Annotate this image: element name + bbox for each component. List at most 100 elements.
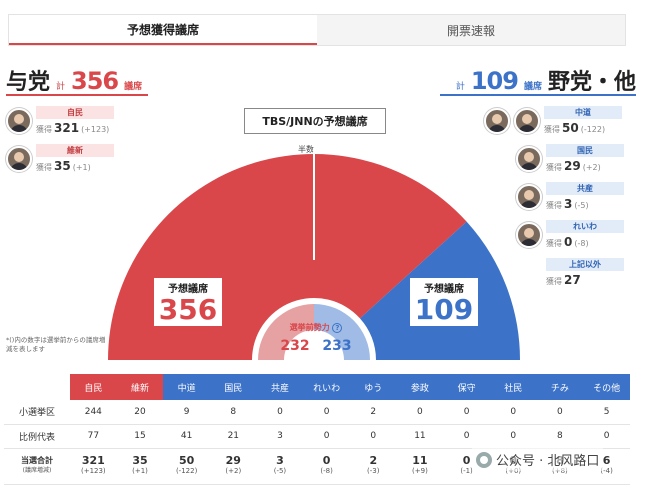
- table-cell: 11: [396, 424, 444, 449]
- opposition-unit: 議席: [523, 82, 542, 92]
- table-cell: 0: [396, 400, 444, 425]
- government-seat-value: 356: [158, 292, 218, 326]
- opposition-total-seats: 109: [470, 67, 519, 95]
- opposition-underline: [440, 94, 636, 96]
- wechat-icon: [476, 451, 492, 468]
- table-cell: 0: [303, 400, 350, 425]
- table-corner: [4, 374, 70, 400]
- government-seat-label: 予想議席: [168, 283, 208, 295]
- row-label: 比例代表: [4, 424, 70, 449]
- row-label: 小選挙区: [4, 400, 70, 425]
- column-header: 中道: [163, 374, 210, 400]
- table-cell: 0: [256, 400, 304, 425]
- table-cell: 15: [116, 424, 164, 449]
- column-header: 保守: [443, 374, 490, 400]
- party-card-ishin[interactable]: 維新 獲得 35 (+1): [6, 144, 114, 173]
- table-cell: 5: [583, 400, 630, 425]
- government-kei: 計: [56, 82, 66, 92]
- table-cell: 244: [70, 400, 117, 425]
- watermark: 公众号 · 北风路口: [472, 448, 604, 471]
- column-header: 共産: [256, 374, 304, 400]
- table-cell: 0: [349, 424, 397, 449]
- tab-bar: 予想獲得議席 開票速報: [8, 14, 626, 46]
- table-cell: 20: [116, 400, 164, 425]
- previous-opposition-value: 233: [322, 338, 352, 354]
- column-header: その他: [583, 374, 630, 400]
- government-total-seats: 356: [71, 67, 119, 95]
- total-cell: 0 (-8): [303, 448, 350, 485]
- table-cell: 0: [583, 424, 630, 449]
- party-card-ldp[interactable]: 自民 獲得 321 (+123): [6, 106, 114, 135]
- table-cell: 41: [163, 424, 210, 449]
- previous-strength-label: 選挙前勢力 ?: [280, 322, 352, 333]
- party-name: 上記以外: [546, 258, 624, 271]
- table-cell: 8: [536, 424, 584, 449]
- table-header-row: 自民 維新 中道 国民 共産 れいわ ゆう 参政 保守 社民 チみ その他: [4, 374, 630, 400]
- party-name: 中道: [544, 106, 622, 119]
- previous-government-value: 232: [280, 338, 310, 354]
- total-cell: 3 (-5): [256, 448, 304, 485]
- column-header: 自民: [70, 374, 117, 400]
- total-cell: 2 (-3): [349, 448, 397, 485]
- table-cell: 77: [70, 424, 117, 449]
- party-card-others[interactable]: 上記以外 獲得 27: [546, 258, 624, 287]
- opposition-seat-label: 予想議席: [424, 283, 464, 295]
- opposition-seat-box: 予想議席 109: [408, 276, 480, 328]
- avatar: [6, 145, 32, 172]
- party-name: 共産: [546, 182, 624, 195]
- half-line-label: 半数: [298, 145, 314, 154]
- avatar: [516, 145, 542, 172]
- party-seats: 獲得 3 (-5): [546, 197, 589, 211]
- total-cell: 11 (+9): [396, 448, 444, 485]
- government-title: 与党: [6, 70, 51, 95]
- prediction-source-label: TBS/JNNの予想議席: [244, 108, 386, 134]
- results-table: 自民 維新 中道 国民 共産 れいわ ゆう 参政 保守 社民 チみ その他 小選挙区 244 20 9 8 0 0…: [4, 374, 630, 485]
- tab-predicted-seats[interactable]: 予想獲得議席: [9, 15, 317, 45]
- party-seats: 獲得 50 (-122): [544, 121, 606, 135]
- table-cell: 0: [536, 400, 584, 425]
- avatar: [516, 183, 542, 210]
- opposition-kei: 計: [455, 82, 465, 92]
- total-cell: 29 (+2): [209, 448, 257, 485]
- tab-live-results[interactable]: 開票速報: [317, 15, 625, 45]
- table-cell: 0: [443, 400, 490, 425]
- table-cell: 2: [349, 400, 397, 425]
- column-header: 社民: [489, 374, 537, 400]
- party-name: 自民: [36, 106, 114, 119]
- total-cell: 321 (+123): [70, 448, 117, 485]
- opposition-total: 計 109 議席 野党・他: [456, 64, 636, 96]
- previous-government-arc: [258, 304, 314, 360]
- table-cell: 8: [209, 400, 257, 425]
- column-header: ゆう: [349, 374, 397, 400]
- opposition-title: 野党・他: [547, 70, 636, 95]
- table-row: 比例代表 77 15 41 21 3 0 0 11 0 0 8 0: [4, 424, 630, 449]
- party-seats: 獲得 29 (+2): [546, 159, 601, 173]
- column-header: れいわ: [303, 374, 350, 400]
- column-header: 維新: [116, 374, 164, 400]
- party-seats: 獲得 35 (+1): [36, 159, 91, 173]
- party-card-kyosan[interactable]: 共産 獲得 3 (-5): [516, 182, 624, 211]
- avatar: [514, 107, 540, 134]
- party-card-kokumin[interactable]: 国民 獲得 29 (+2): [516, 144, 624, 173]
- government-unit: 議席: [124, 82, 143, 92]
- table-cell: 3: [256, 424, 304, 449]
- total-row-label: 当選合計 (議席増減): [4, 448, 70, 485]
- column-header: チみ: [536, 374, 584, 400]
- column-header: 国民: [209, 374, 257, 400]
- party-seats: 獲得 321 (+123): [36, 121, 110, 135]
- party-name: れいわ: [546, 220, 624, 233]
- total-cell: 35 (+1): [116, 448, 164, 485]
- opposition-seat-value: 109: [414, 292, 474, 326]
- government-total: 与党 計 356 議席: [6, 64, 142, 96]
- party-card-chudo[interactable]: 中道 獲得 50 (-122): [484, 106, 622, 135]
- table-cell: 0: [443, 424, 490, 449]
- help-icon[interactable]: ?: [332, 323, 343, 333]
- avatar: [484, 107, 510, 134]
- total-cell: 50 (-122): [163, 448, 210, 485]
- avatar: [516, 221, 542, 248]
- party-name: 国民: [546, 144, 624, 157]
- table-cell: 0: [303, 424, 350, 449]
- column-header: 参政: [396, 374, 444, 400]
- party-card-reiwa[interactable]: れいわ 獲得 0 (-8): [516, 220, 624, 249]
